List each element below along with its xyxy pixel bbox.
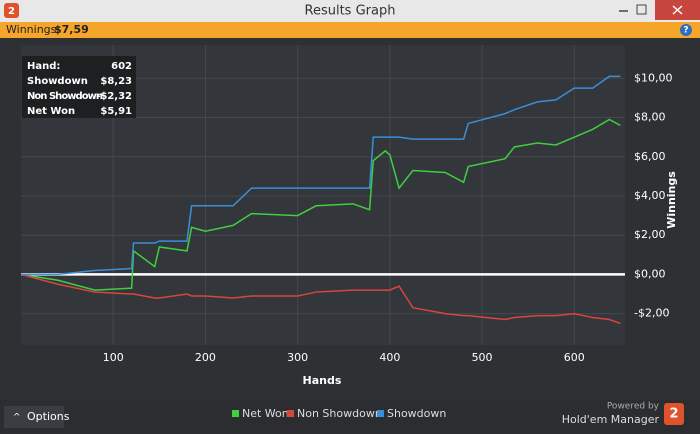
tooltip-label: Net Won bbox=[27, 106, 75, 117]
legend-swatch bbox=[232, 410, 239, 417]
title-bar bbox=[0, 0, 700, 22]
y-tick-label: $10,00 bbox=[634, 71, 673, 84]
brand-name: Hold'em Manager bbox=[562, 413, 660, 426]
brand-logo-text: 2 bbox=[669, 407, 678, 422]
y-tick-label: -$2,00 bbox=[634, 307, 669, 320]
app-icon-text: 2 bbox=[8, 6, 15, 17]
x-tick-label: 500 bbox=[472, 351, 493, 364]
tooltip-label: Non Showdown bbox=[27, 91, 103, 102]
legend-label: Showdown bbox=[387, 407, 446, 420]
series-line bbox=[21, 75, 621, 276]
tooltip-value: $8,23 bbox=[100, 76, 132, 87]
x-tick-label: 200 bbox=[195, 351, 216, 364]
options-label[interactable]: Options bbox=[27, 410, 70, 423]
y-tick-label: $6,00 bbox=[634, 150, 666, 163]
y-tick-label: $2,00 bbox=[634, 228, 666, 241]
brand-logo bbox=[664, 403, 684, 425]
legend-label: Non Showdown bbox=[297, 407, 382, 420]
legend-swatch bbox=[377, 410, 384, 417]
tooltip-label: Hand: bbox=[27, 61, 60, 72]
powered-by: Powered by bbox=[607, 402, 660, 412]
legend-label: Net Won bbox=[242, 407, 289, 420]
y-tick-label: $4,00 bbox=[634, 189, 666, 202]
series-line bbox=[20, 273, 621, 325]
window-title: Results Graph bbox=[305, 4, 396, 19]
y-axis-title: Winnings bbox=[665, 171, 678, 229]
tooltip-label: Showdown bbox=[27, 76, 88, 87]
x-tick-label: 400 bbox=[379, 351, 400, 364]
x-tick-label: 600 bbox=[564, 351, 585, 364]
x-axis-title: Hands bbox=[303, 374, 342, 387]
tooltip-value: 602 bbox=[111, 61, 132, 72]
svg-text:?: ? bbox=[683, 26, 688, 36]
y-tick-label: $8,00 bbox=[634, 111, 666, 124]
winnings-label: Winnings: bbox=[6, 23, 60, 36]
maximize-button[interactable] bbox=[636, 4, 647, 15]
app-icon bbox=[4, 3, 19, 18]
options-button[interactable]: ^ Options bbox=[4, 406, 70, 428]
svg-text:^: ^ bbox=[13, 413, 21, 423]
x-tick-label: 300 bbox=[287, 351, 308, 364]
tooltip-value: -$2,32 bbox=[96, 91, 132, 102]
tooltip bbox=[22, 56, 136, 118]
footer bbox=[0, 400, 700, 434]
close-button[interactable] bbox=[655, 0, 700, 20]
winnings-bar bbox=[0, 22, 700, 38]
x-tick-label: 100 bbox=[103, 351, 124, 364]
legend-swatch bbox=[287, 410, 294, 417]
series-line bbox=[20, 118, 621, 291]
y-tick-label: $0,00 bbox=[634, 267, 666, 280]
tooltip-value: $5,91 bbox=[100, 106, 132, 117]
help-button[interactable]: ? bbox=[680, 24, 692, 36]
winnings-value: $7,59 bbox=[54, 23, 89, 36]
